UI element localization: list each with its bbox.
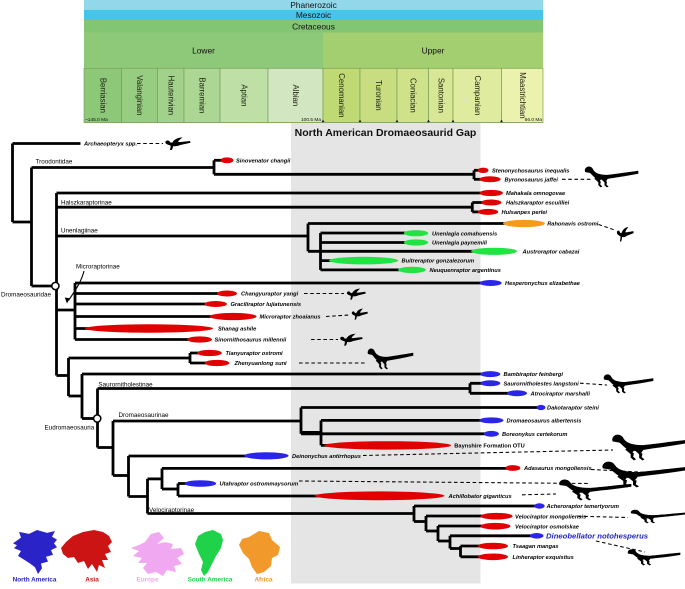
- svg-text:Dineobellator notohesperus: Dineobellator notohesperus: [546, 532, 649, 541]
- svg-text:Tianyuraptor ostromi: Tianyuraptor ostromi: [226, 351, 284, 357]
- svg-text:Mesozoic: Mesozoic: [296, 10, 331, 20]
- svg-text:Hauterivian: Hauterivian: [166, 76, 175, 115]
- svg-text:Dromaeosauridae: Dromaeosauridae: [1, 291, 52, 298]
- svg-text:Adasaurus mongoliensis: Adasaurus mongoliensis: [523, 466, 592, 472]
- svg-text:Achillobator giganticus: Achillobator giganticus: [448, 494, 512, 500]
- svg-text:~145.0 Ma: ~145.0 Ma: [85, 117, 108, 123]
- svg-text:Hulsanpes perlei: Hulsanpes perlei: [502, 210, 548, 216]
- svg-text:Unenlagiinae: Unenlagiinae: [61, 228, 98, 235]
- svg-text:Eudromaeosauria: Eudromaeosauria: [45, 425, 95, 432]
- svg-text:South America: South America: [188, 577, 233, 584]
- svg-text:Albian: Albian: [291, 85, 300, 107]
- svg-text:North American Dromaeosaurid G: North American Dromaeosaurid Gap: [295, 127, 477, 139]
- svg-text:Phanerozoic: Phanerozoic: [290, 0, 337, 10]
- svg-text:Microraptor zhoaianus: Microraptor zhoaianus: [260, 315, 321, 321]
- svg-text:Deinonychus antirrhopus: Deinonychus antirrhopus: [292, 454, 361, 460]
- svg-text:Velociraptor mongoliensis: Velociraptor mongoliensis: [515, 514, 586, 520]
- svg-text:Bambiraptor feinbergi: Bambiraptor feinbergi: [504, 372, 564, 378]
- svg-text:Stenonychosaurus inequalis: Stenonychosaurus inequalis: [492, 168, 569, 174]
- svg-text:Coniacian: Coniacian: [408, 78, 417, 113]
- svg-text:Valanginian: Valanginian: [135, 75, 144, 115]
- svg-text:Unenlagia comahuensis: Unenlagia comahuensis: [432, 231, 497, 237]
- svg-text:Unenlagia paynemili: Unenlagia paynemili: [432, 241, 487, 247]
- svg-text:Boreonykus certekorum: Boreonykus certekorum: [502, 432, 567, 438]
- svg-text:Asia: Asia: [85, 577, 99, 584]
- svg-text:Atrociraptor marshalli: Atrociraptor marshalli: [530, 391, 591, 397]
- svg-text:Byronosaurus jaffei: Byronosaurus jaffei: [505, 177, 559, 183]
- svg-text:Africa: Africa: [254, 577, 273, 584]
- svg-text:Dromaeosaurinae: Dromaeosaurinae: [119, 412, 170, 419]
- svg-text:Austroraptor cabazai: Austroraptor cabazai: [522, 249, 580, 255]
- svg-text:Santonian: Santonian: [436, 78, 445, 113]
- svg-text:Europe: Europe: [136, 577, 158, 584]
- svg-text:Sinovenator changii: Sinovenator changii: [236, 158, 291, 164]
- svg-text:Velociraptor osmolskae: Velociraptor osmolskae: [515, 524, 579, 530]
- svg-text:Halszkaraptorinae: Halszkaraptorinae: [61, 200, 112, 207]
- svg-text:Mahakala omnogovae: Mahakala omnogovae: [506, 191, 565, 197]
- svg-text:North America: North America: [13, 577, 57, 584]
- svg-text:Barremian: Barremian: [198, 77, 207, 113]
- svg-text:Baynshire Formation OTU: Baynshire Formation OTU: [454, 444, 524, 450]
- svg-text:Microraptorinae: Microraptorinae: [76, 264, 120, 271]
- svg-text:Shanag ashile: Shanag ashile: [218, 327, 256, 333]
- svg-text:Lower: Lower: [192, 45, 215, 55]
- svg-text:Buitreraptor gonzalezorum: Buitreraptor gonzalezorum: [402, 259, 475, 265]
- svg-text:Hesperonychus elizabethae: Hesperonychus elizabethae: [505, 281, 580, 287]
- svg-text:100.5 Ma: 100.5 Ma: [301, 117, 321, 123]
- svg-text:Halszkaraptor escuilliei: Halszkaraptor escuilliei: [506, 201, 570, 207]
- svg-text:Aptian: Aptian: [240, 84, 249, 106]
- svg-text:Zhenyuanlong suni: Zhenyuanlong suni: [234, 361, 288, 367]
- svg-text:Tsaagan mangas: Tsaagan mangas: [513, 544, 559, 550]
- svg-text:Troodontidae: Troodontidae: [36, 158, 73, 165]
- svg-text:Rahonavis ostromi: Rahonavis ostromi: [547, 222, 599, 228]
- svg-text:Saurornitholestinae: Saurornitholestinae: [98, 382, 153, 389]
- svg-text:Changyuraptor yangi: Changyuraptor yangi: [241, 292, 299, 298]
- svg-text:Sinornithosaurus millennii: Sinornithosaurus millennii: [215, 338, 287, 344]
- svg-text:Acheroraptor temertyorum: Acheroraptor temertyorum: [546, 504, 619, 510]
- svg-text:Dakotaraptor steini: Dakotaraptor steini: [547, 406, 599, 412]
- svg-text:Cenomanian: Cenomanian: [337, 73, 346, 117]
- svg-text:Berriasian: Berriasian: [98, 78, 107, 113]
- svg-text:66.0 Ma: 66.0 Ma: [525, 117, 543, 123]
- svg-text:Linheraptor exquisitus: Linheraptor exquisitus: [513, 555, 574, 561]
- svg-text:Archaeopteryx spp.: Archaeopteryx spp.: [83, 142, 138, 148]
- svg-text:Maastrichtian: Maastrichtian: [518, 72, 527, 118]
- svg-text:Cretaceous: Cretaceous: [292, 22, 335, 32]
- svg-text:Saurornitholestes langstoni: Saurornitholestes langstoni: [504, 381, 580, 387]
- svg-text:Velociraptorinae: Velociraptorinae: [149, 507, 195, 514]
- svg-text:Graciliraptor lujiatunensis: Graciliraptor lujiatunensis: [231, 302, 301, 308]
- svg-text:Utahraptor ostrommaysorum: Utahraptor ostrommaysorum: [220, 482, 299, 488]
- svg-text:Dromaeosaurus albertensis: Dromaeosaurus albertensis: [507, 419, 582, 425]
- svg-text:Upper: Upper: [422, 45, 445, 55]
- svg-text:Neuquenraptor argentinus: Neuquenraptor argentinus: [430, 268, 501, 274]
- svg-text:Campanian: Campanian: [473, 75, 482, 115]
- svg-text:Turonian: Turonian: [374, 80, 383, 110]
